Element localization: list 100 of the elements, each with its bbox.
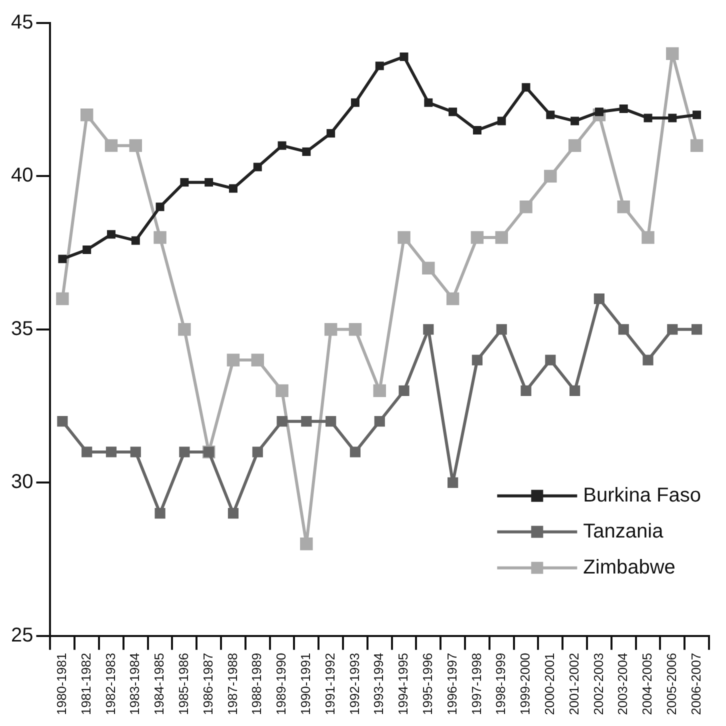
y-tick-label: 35 — [10, 318, 34, 340]
x-tick-label: 1990-1991 — [298, 652, 314, 716]
point — [179, 446, 190, 458]
x-tick-label: 1985-1986 — [176, 652, 192, 716]
x-tick-label: 1986-1987 — [200, 652, 216, 716]
y-tick-label: 25 — [10, 624, 34, 646]
y-tick-label: 30 — [10, 471, 34, 494]
point — [398, 231, 410, 244]
point — [496, 324, 507, 335]
point — [350, 446, 361, 458]
point — [56, 292, 69, 306]
x-tick-label: 1999-2000 — [518, 652, 533, 716]
point — [80, 108, 94, 122]
point — [57, 416, 68, 427]
point — [666, 47, 679, 60]
point — [546, 110, 555, 120]
legend-label: Burkina Faso — [583, 484, 702, 506]
point — [324, 323, 338, 336]
point — [619, 104, 628, 114]
x-tick-label: 1982-1983 — [102, 652, 118, 716]
point — [668, 114, 677, 122]
x-tick-label: 1980-1981 — [54, 652, 70, 716]
point — [594, 293, 605, 304]
x-tick-label: 1992-1993 — [346, 652, 362, 716]
point — [522, 83, 530, 92]
point — [104, 139, 118, 152]
point — [130, 446, 141, 458]
point — [326, 416, 336, 427]
y-tick-label: 45 — [10, 12, 34, 34]
point — [472, 126, 482, 134]
point — [400, 52, 408, 61]
point — [276, 384, 288, 398]
x-tick-label: 2001-2002 — [566, 652, 582, 716]
point — [667, 324, 678, 335]
point — [375, 62, 384, 70]
x-tick-label: 1989-1990 — [274, 652, 289, 716]
point — [154, 508, 166, 519]
point — [424, 98, 433, 107]
point — [350, 98, 360, 107]
point — [276, 416, 288, 427]
point — [252, 446, 263, 458]
x-tick-label: 1987-1988 — [224, 652, 240, 716]
point — [642, 354, 654, 366]
x-tick-label: 1991-1992 — [322, 652, 338, 716]
point — [129, 139, 142, 152]
x-tick-label: 2004-2005 — [640, 652, 655, 716]
point — [690, 139, 704, 152]
x-tick-label: 1988-1989 — [249, 652, 264, 716]
point — [472, 354, 483, 366]
point — [253, 162, 262, 172]
point — [570, 385, 580, 396]
y-tick-label: 40 — [10, 164, 34, 187]
point — [497, 116, 506, 126]
point — [495, 231, 508, 244]
point — [446, 292, 460, 306]
point — [568, 139, 582, 152]
point — [301, 416, 312, 427]
x-tick-label: 1998-1999 — [493, 652, 508, 716]
point — [180, 178, 189, 187]
point — [58, 254, 67, 264]
point — [520, 385, 532, 396]
x-tick-label: 1981-1982 — [78, 652, 94, 716]
point — [82, 446, 92, 458]
point — [644, 114, 652, 122]
point — [692, 110, 702, 120]
point — [617, 200, 630, 214]
point — [106, 446, 117, 458]
point — [326, 129, 336, 138]
point — [348, 323, 362, 336]
point — [422, 262, 435, 274]
point — [545, 354, 556, 366]
x-tick-label: 2000-2001 — [542, 652, 557, 716]
point — [423, 324, 434, 335]
point — [544, 170, 557, 183]
x-tick-label: 1996-1997 — [444, 652, 460, 716]
legend-label: Tanzania — [583, 520, 664, 542]
point — [204, 178, 214, 187]
point — [470, 231, 484, 244]
point — [300, 538, 313, 550]
point — [374, 416, 385, 427]
point — [398, 385, 410, 396]
point — [618, 324, 629, 335]
x-tick-label: 1993-1994 — [371, 652, 386, 716]
point — [302, 147, 311, 156]
x-tick-label: 1997-1998 — [468, 652, 484, 716]
x-tick-label: 2005-2006 — [664, 652, 679, 716]
x-tick-label: 1984-1985 — [152, 652, 167, 716]
point — [131, 236, 140, 245]
point — [448, 477, 458, 488]
x-tick-label: 1995-1996 — [420, 652, 435, 716]
x-tick-label: 1983-1984 — [127, 652, 142, 716]
point — [228, 184, 238, 193]
x-tick-label: 2002-2003 — [590, 652, 606, 716]
point — [178, 323, 191, 336]
point — [228, 508, 239, 519]
point — [448, 108, 458, 116]
x-tick-label: 2003-2004 — [615, 652, 630, 716]
point — [107, 230, 116, 239]
x-tick-label: 1994-1995 — [396, 652, 411, 716]
point — [154, 231, 166, 244]
